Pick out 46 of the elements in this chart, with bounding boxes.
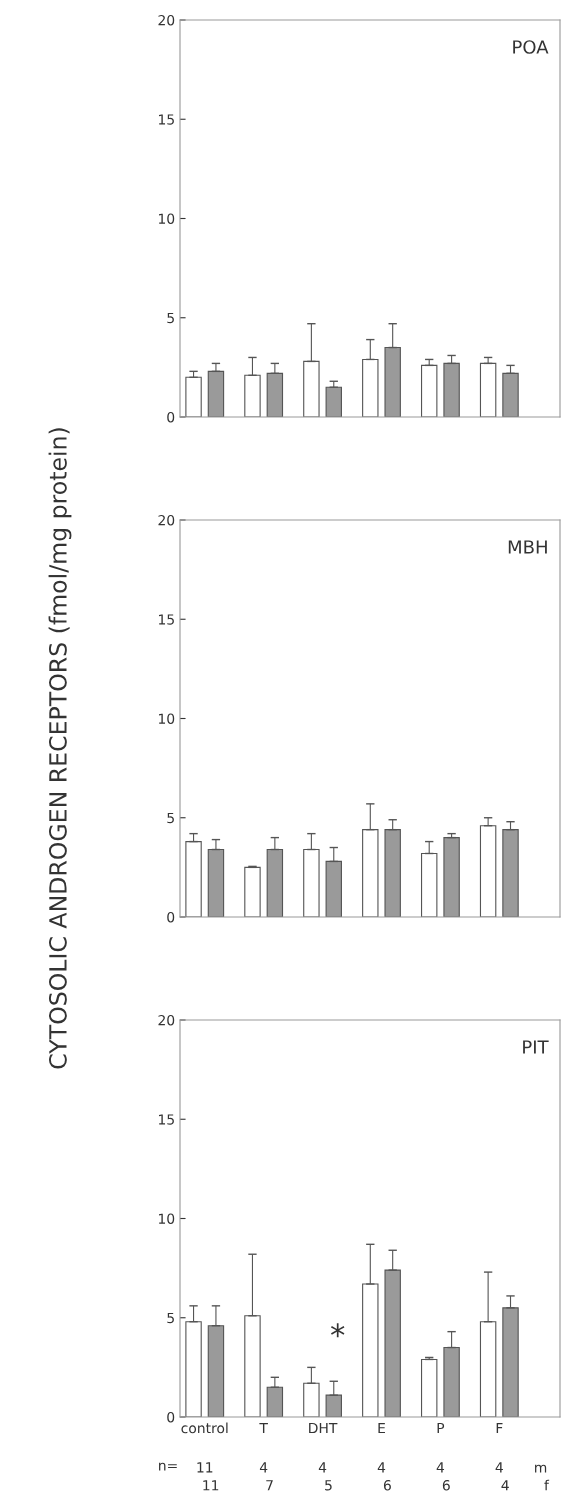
text: n= [159,1462,177,1471]
bar [185,376,202,417]
text: 6 [442,1480,450,1491]
x-tick-label: T [259,1422,268,1434]
y-tick-label: 5 [167,1312,174,1324]
text: 4 [259,1462,268,1473]
bar [420,1358,438,1417]
text: 11 [197,1462,213,1473]
x-tick-label: control [181,1422,228,1434]
text: 5 [325,1480,332,1491]
y-tick-label: 10 [158,713,175,724]
text: 4 [495,1462,503,1473]
y-tick-label: 20 [158,1014,175,1026]
y-tick-label: 0 [167,911,175,923]
x-tick-label: F [496,1422,503,1434]
text: f [544,1479,550,1491]
text: 11 [203,1480,219,1491]
y-tick-label: 0 [167,1411,175,1423]
y-tick-label: 15 [158,614,174,625]
y-tick-label: 10 [158,1213,175,1224]
bar [362,1283,379,1417]
bar [479,362,497,417]
y-tick-label: 0 [167,411,175,423]
y-tick-label: 10 [158,213,175,224]
annotation: PIT [523,1040,549,1054]
y-tick-label: 5 [167,312,174,324]
text: 6 [383,1480,391,1491]
annotation: MBH [508,540,547,554]
bar [420,364,438,417]
y-tick-label: 20 [158,514,175,526]
y-axis-title: CYTOSOLIC ANDROGEN RECEPTORS (fmol/mg protein) [48,428,72,1069]
text: 4 [501,1480,509,1491]
y-tick-label: 5 [167,812,174,824]
text: 4 [436,1462,445,1473]
annotation: * [330,1323,345,1338]
text: 7 [266,1480,273,1491]
x-tick-label: E [378,1422,385,1434]
annotation: POA [513,40,549,54]
x-tick-label: DHT [309,1422,338,1434]
text: 4 [377,1462,386,1473]
text: m [535,1464,547,1473]
x-tick-label: P [437,1422,445,1434]
y-tick-label: 15 [158,114,174,125]
text: 4 [318,1462,327,1473]
y-tick-label: 15 [158,1114,174,1125]
y-tick-label: 20 [158,14,175,26]
